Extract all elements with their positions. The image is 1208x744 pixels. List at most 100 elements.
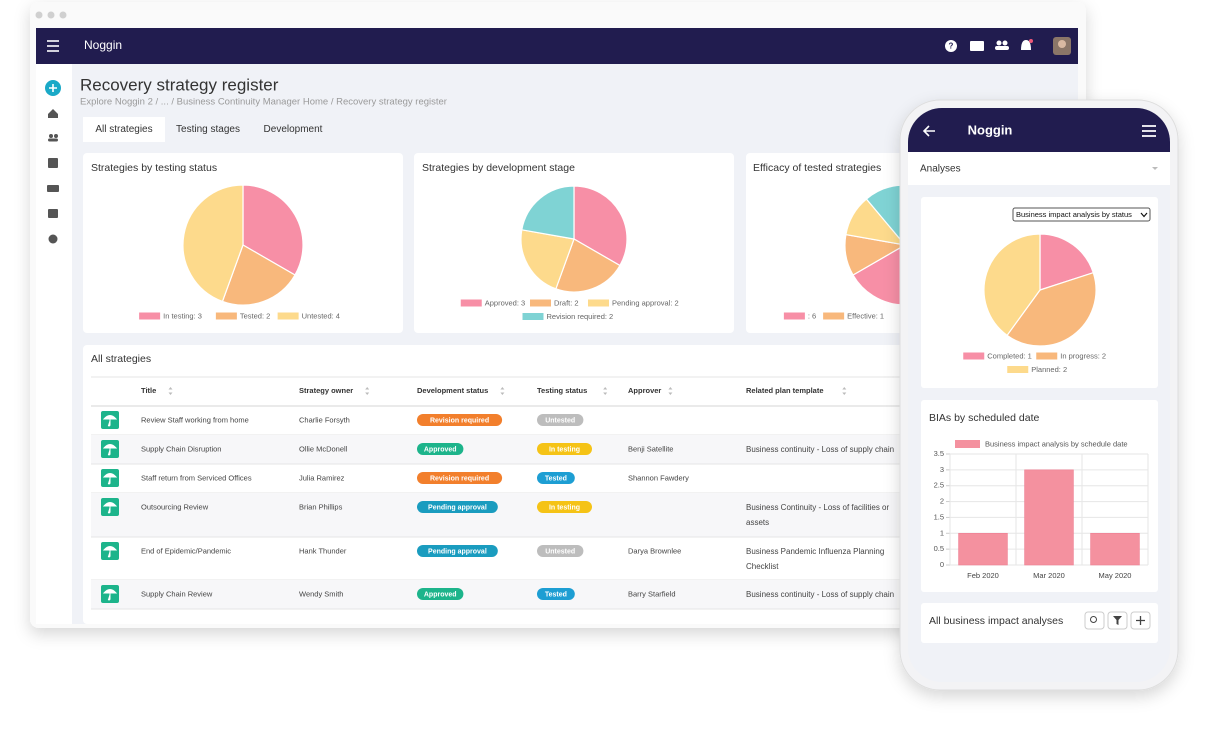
chart-title: BIAs by scheduled date <box>929 412 1039 424</box>
help-icon[interactable] <box>945 40 957 52</box>
notification-icon[interactable] <box>1021 40 1031 50</box>
status-label: Pending approval <box>428 504 487 511</box>
phone-screen: Noggin Analyses Business impact analysis… <box>908 108 1170 682</box>
column-header[interactable]: Development status <box>417 386 488 395</box>
status-label: Untested <box>545 548 575 555</box>
legend-label: Planned: 2 <box>1031 365 1067 374</box>
column-header[interactable]: Approver <box>628 386 661 395</box>
row-title[interactable]: Supply Chain Review <box>141 589 213 598</box>
list-title: All business impact analyses <box>929 615 1063 627</box>
row-icon-glyph <box>102 415 118 427</box>
legend-swatch <box>215 312 237 320</box>
sort-icon <box>668 387 673 395</box>
active-tab <box>83 117 165 142</box>
cell-wrapper: Business continuity - Loss of supply cha… <box>746 589 895 599</box>
mobile-top-bar <box>908 108 1170 152</box>
legend-label: Completed: 1 <box>987 351 1032 360</box>
chart-title: Efficacy of tested strategies <box>753 162 881 174</box>
menu-button[interactable] <box>47 40 59 52</box>
pie-slice <box>520 229 575 290</box>
tab[interactable]: Testing stages <box>176 124 240 135</box>
column-header[interactable]: Title <box>141 386 156 395</box>
legend-label: Business impact analysis by schedule dat… <box>985 439 1128 448</box>
tab[interactable]: All strategies <box>95 124 152 135</box>
mobile-menu[interactable] <box>1142 125 1156 137</box>
tab[interactable]: Development <box>264 124 323 135</box>
row-title[interactable]: Supply Chain Disruption <box>141 444 221 453</box>
column-header[interactable]: Strategy owner <box>299 386 353 395</box>
filter-glyph <box>1113 616 1122 625</box>
sidebar <box>36 64 72 624</box>
status-badge <box>417 414 503 426</box>
nav-library[interactable] <box>48 209 58 218</box>
table-title: All strategies <box>91 353 151 365</box>
nav-register[interactable] <box>48 158 58 168</box>
bar <box>958 532 1008 566</box>
column-header[interactable]: Related plan template <box>746 386 824 395</box>
help-glyph: ? <box>949 42 954 51</box>
status-badge <box>537 472 575 484</box>
window-dot <box>59 11 67 19</box>
y-tick-label: 0.5 <box>934 544 944 553</box>
sort-icon <box>603 387 608 395</box>
back-button[interactable] <box>922 125 935 137</box>
chart-selector-label: Business impact analysis by status <box>1016 210 1132 219</box>
cell-wrapper: Business continuity - Loss of supply cha… <box>746 445 894 454</box>
nav-home[interactable] <box>48 109 58 118</box>
cell-text: Barry Starfield <box>628 589 676 598</box>
legend-swatch <box>522 313 544 320</box>
bar <box>1090 532 1140 566</box>
legend-swatch <box>955 440 980 448</box>
row-title[interactable]: Staff return from Serviced Offices <box>141 473 252 482</box>
legend-swatch <box>783 312 805 320</box>
cell-text: Benji Satellite <box>628 444 673 453</box>
plan-template: Business Pandemic Influenza Planning Che… <box>746 546 885 571</box>
row-title[interactable]: Review Staff working from home <box>141 415 249 424</box>
sort-icon <box>168 387 173 395</box>
nav-people[interactable] <box>48 134 58 142</box>
status-label: Tested <box>545 591 567 598</box>
y-tick-label: 2 <box>940 497 944 506</box>
legend-label: Revision required: 2 <box>547 312 614 321</box>
cell-wrapper: Business Pandemic Influenza Planning Che… <box>746 546 885 571</box>
nav-settings[interactable] <box>48 234 58 244</box>
contact-icon[interactable] <box>970 41 984 51</box>
row-title[interactable]: Outsourcing Review <box>141 502 209 511</box>
status-label: In testing <box>549 446 580 453</box>
add-glyph <box>49 84 57 92</box>
legend-label: Approved: 3 <box>485 298 525 307</box>
status-badge <box>417 545 498 557</box>
legend-label: In progress: 2 <box>1060 351 1106 360</box>
row-title[interactable]: End of Epidemic/Pandemic <box>141 546 231 555</box>
y-tick-label: 3.5 <box>934 449 944 458</box>
status-label: In testing <box>549 504 580 511</box>
x-tick-label: May 2020 <box>1099 571 1132 580</box>
pie-slice <box>1039 233 1095 291</box>
breadcrumb[interactable]: Explore Noggin 2 / ... / Business Contin… <box>80 97 447 108</box>
chart-selector[interactable] <box>1012 207 1151 222</box>
legend-swatch <box>588 299 609 307</box>
team-icon[interactable] <box>995 40 1009 51</box>
status-badge <box>537 414 584 426</box>
column-header[interactable]: Testing status <box>537 386 587 395</box>
pie-slice <box>983 233 1041 337</box>
pie-slice <box>555 238 621 293</box>
search-button[interactable] <box>1084 611 1105 630</box>
pie-slice <box>573 185 628 267</box>
section-bar[interactable] <box>908 152 1170 185</box>
status-label: Approved <box>424 446 457 453</box>
status-badge <box>417 588 464 600</box>
legend-label: Tested: 2 <box>240 311 270 320</box>
status-label: Pending approval <box>428 548 487 555</box>
y-tick-label: 1 <box>940 528 944 537</box>
cell-text: Darya Brownlee <box>628 546 681 555</box>
status-badge <box>537 501 592 513</box>
row-icon-glyph <box>102 589 118 601</box>
status-label: Revision required <box>430 475 489 482</box>
row-icon-glyph <box>102 502 118 514</box>
cell-text: Hank Thunder <box>299 546 347 555</box>
add-glyph <box>1136 616 1145 625</box>
plan-template: Business continuity - Loss of supply cha… <box>746 589 895 599</box>
nav-cards[interactable] <box>47 185 59 192</box>
